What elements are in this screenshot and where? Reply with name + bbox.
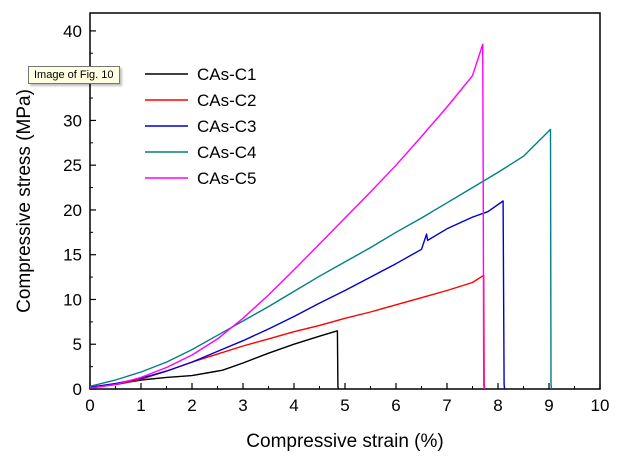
series-line-cas-c4 [89,128,553,390]
y-tick-label: 5 [73,335,82,354]
x-axis: 0 1 2 3 4 5 6 7 8 9 10 [85,383,609,415]
x-tick-label: 2 [187,396,196,415]
y-tick-label: 15 [63,246,82,265]
x-tick-label: 4 [289,396,298,415]
x-tick-label: 7 [442,396,451,415]
series-layer [89,43,553,390]
y-tick-label: 20 [63,201,82,220]
x-axis-title: Compressive strain (%) [246,431,443,452]
x-tick-label: 6 [391,396,400,415]
plot-frame [89,12,601,390]
legend-label: CAs-C2 [197,91,257,110]
x-tick-label: 3 [238,396,247,415]
x-tick-label: 1 [136,396,145,415]
x-tick-label: 10 [591,396,610,415]
y-tick-label: 40 [63,22,82,41]
x-tick-label: 5 [340,396,349,415]
series-line-cas-c2 [89,274,486,390]
y-axis-title: Compressive stress (MPa) [14,89,35,313]
plot-border [89,12,601,390]
series-line-cas-c1 [89,330,340,390]
image-tooltip: Image of Fig. 10 [28,66,120,84]
series-line-cas-c5 [89,43,485,390]
x-tick-label: 8 [493,396,502,415]
series-line-cas-c3 [89,200,506,390]
x-tick-label: 0 [85,396,94,415]
x-tick-label: 9 [544,396,553,415]
y-tick-label: 0 [73,380,82,399]
y-tick-label: 10 [63,290,82,309]
legend: CAs-C1 CAs-C2 CAs-C3 CAs-C4 CAs-C5 [145,65,257,188]
legend-label: CAs-C4 [197,143,257,162]
y-tick-label: 25 [63,156,82,175]
legend-label: CAs-C3 [197,117,257,136]
y-tick-label: 30 [63,111,82,130]
legend-label: CAs-C1 [197,65,257,84]
legend-label: CAs-C5 [197,169,257,188]
